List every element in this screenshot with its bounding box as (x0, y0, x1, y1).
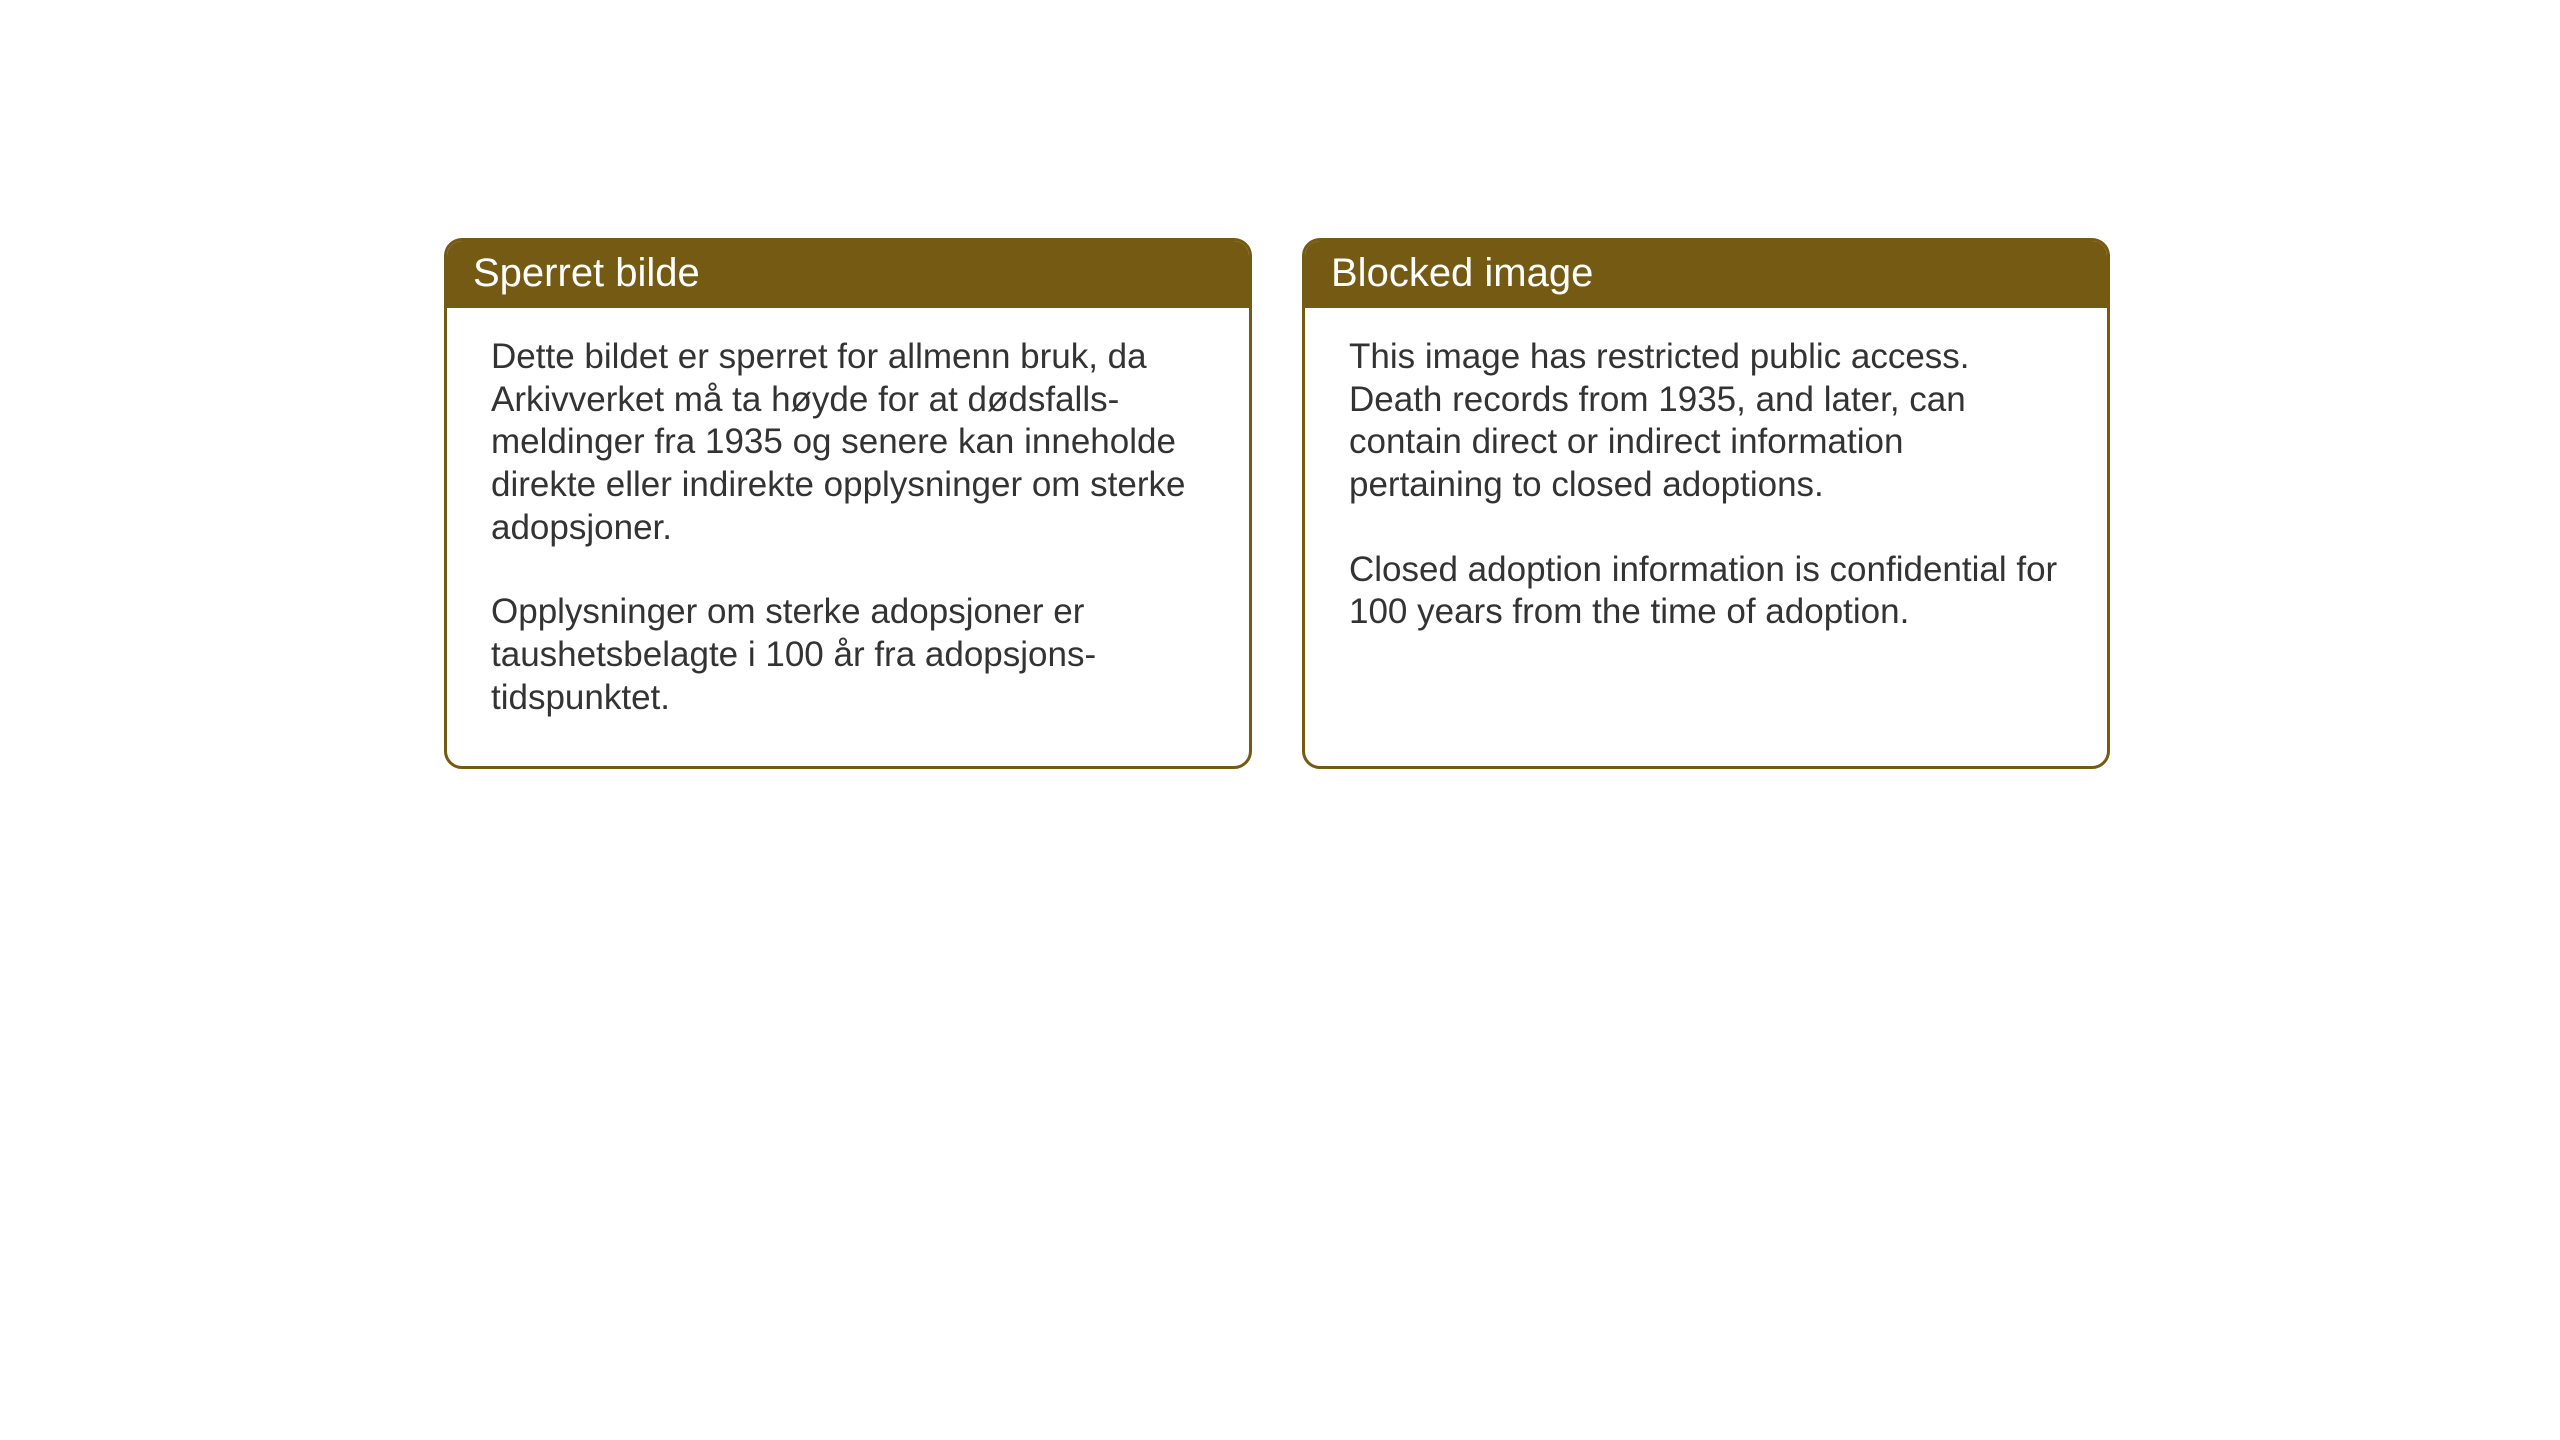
norwegian-card-body: Dette bildet er sperret for allmenn bruk… (447, 308, 1249, 766)
norwegian-paragraph-2: Opplysninger om sterke adopsjoner er tau… (491, 591, 1205, 719)
notice-container: Sperret bilde Dette bildet er sperret fo… (444, 238, 2110, 769)
norwegian-notice-card: Sperret bilde Dette bildet er sperret fo… (444, 238, 1252, 769)
english-card-header: Blocked image (1305, 241, 2107, 308)
english-paragraph-1: This image has restricted public access.… (1349, 336, 2063, 507)
norwegian-card-header: Sperret bilde (447, 241, 1249, 308)
english-paragraph-2: Closed adoption information is confident… (1349, 549, 2063, 634)
english-card-title: Blocked image (1331, 251, 1593, 295)
english-notice-card: Blocked image This image has restricted … (1302, 238, 2110, 769)
english-card-body: This image has restricted public access.… (1305, 308, 2107, 680)
norwegian-paragraph-1: Dette bildet er sperret for allmenn bruk… (491, 336, 1205, 549)
norwegian-card-title: Sperret bilde (473, 251, 700, 295)
